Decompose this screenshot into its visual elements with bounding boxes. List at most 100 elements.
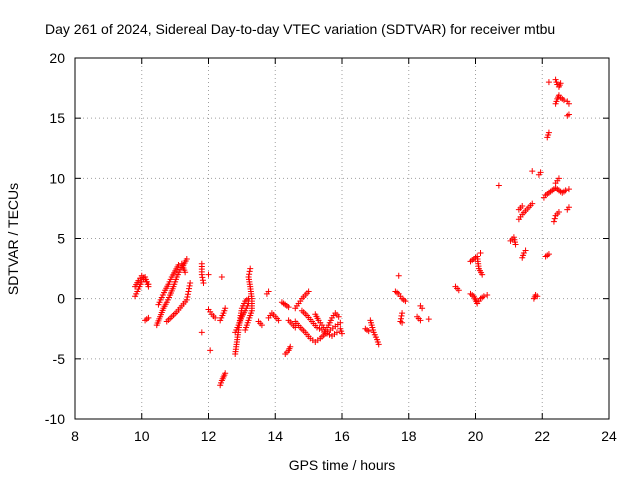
data-point	[247, 265, 254, 272]
data-point	[555, 175, 562, 182]
data-point	[555, 209, 562, 216]
plot-frame	[74, 57, 610, 420]
data-point	[399, 310, 406, 317]
y-tick-label: -5	[53, 351, 66, 367]
data-point	[545, 79, 552, 86]
data-point	[402, 298, 409, 305]
data-point	[551, 215, 558, 222]
data-point	[183, 255, 190, 262]
y-tick-label: 5	[57, 231, 65, 247]
y-tick-label: 0	[57, 291, 65, 307]
data-point	[339, 330, 345, 337]
data-point	[207, 347, 214, 354]
data-point	[313, 324, 320, 331]
data-point	[292, 324, 299, 331]
data-point	[218, 274, 225, 281]
data-point	[285, 304, 292, 311]
data-point	[550, 218, 557, 225]
data-point	[365, 328, 372, 335]
data-point	[545, 129, 552, 136]
data-point	[557, 80, 564, 87]
data-point	[425, 316, 432, 323]
data-point	[565, 204, 572, 211]
data-point	[199, 277, 206, 284]
data-point	[199, 274, 206, 281]
data-point	[198, 329, 205, 336]
data-point	[395, 272, 402, 279]
data-point	[512, 241, 519, 248]
data-point	[145, 314, 152, 321]
x-tick-label: 20	[468, 428, 484, 444]
data-point	[145, 283, 152, 290]
data-point	[222, 370, 229, 377]
y-tick-label: 10	[49, 170, 65, 186]
x-tick-label: 12	[201, 428, 217, 444]
data-point	[246, 268, 253, 275]
data-point	[375, 341, 382, 348]
y-tick-label: -10	[45, 411, 65, 427]
data-point	[333, 329, 340, 336]
data-point	[200, 280, 207, 287]
x-tick-label: 22	[534, 428, 550, 444]
x-axis-label: GPS time / hours	[289, 457, 396, 473]
data-point	[398, 312, 405, 319]
data-point	[545, 251, 552, 258]
data-point	[417, 317, 424, 324]
x-tick-label: 14	[267, 428, 283, 444]
chart-title: Day 261 of 2024, Sidereal Day-to-day VTE…	[45, 21, 555, 37]
y-axis-label: SDTVAR / TECUs	[5, 183, 21, 295]
data-point	[305, 288, 312, 295]
data-point	[335, 313, 342, 320]
data-point	[275, 317, 282, 324]
data-point	[560, 97, 567, 104]
data-point	[287, 343, 294, 350]
data-point	[198, 271, 205, 278]
data-point	[565, 100, 572, 107]
data-point	[419, 305, 426, 312]
data-point	[337, 319, 344, 326]
data-point	[480, 293, 487, 300]
data-point	[534, 293, 541, 300]
y-tick-label: 20	[49, 50, 65, 66]
x-tick-label: 16	[334, 428, 350, 444]
data-point	[529, 200, 536, 207]
data-point	[565, 186, 572, 193]
data-point	[245, 274, 252, 281]
data-point	[519, 203, 526, 210]
y-tick-label: 15	[49, 110, 65, 126]
data-point	[399, 319, 406, 326]
x-tick-label: 10	[134, 428, 150, 444]
data-point	[186, 285, 193, 292]
data-point	[477, 249, 484, 256]
data-point	[562, 187, 569, 194]
data-point	[222, 305, 229, 312]
data-point	[205, 271, 212, 278]
data-point	[186, 282, 193, 289]
data-point	[182, 269, 189, 276]
data-point	[495, 182, 502, 189]
data-point	[537, 169, 544, 176]
data-point	[246, 271, 253, 278]
data-point	[184, 294, 191, 301]
data-point	[397, 315, 404, 322]
x-tick-label: 8	[71, 428, 79, 444]
data-point	[323, 330, 330, 337]
data-point	[479, 271, 486, 278]
tick-labels: 8 10 12 14 16 18 20 22 24 -10 -5 0 5 10 15 20	[45, 50, 617, 444]
data-point	[565, 111, 572, 118]
data-point	[212, 314, 219, 321]
x-tick-label: 24	[601, 428, 617, 444]
data-point	[185, 288, 192, 295]
data-point	[326, 331, 333, 338]
x-tick-label: 18	[401, 428, 417, 444]
data-points	[132, 76, 572, 389]
grid-lines	[74, 57, 610, 420]
data-point	[522, 247, 529, 254]
data-point	[455, 287, 462, 294]
data-point	[175, 261, 182, 268]
data-point	[258, 322, 265, 329]
data-point	[183, 296, 190, 303]
data-point	[187, 280, 194, 287]
data-point	[184, 291, 191, 298]
